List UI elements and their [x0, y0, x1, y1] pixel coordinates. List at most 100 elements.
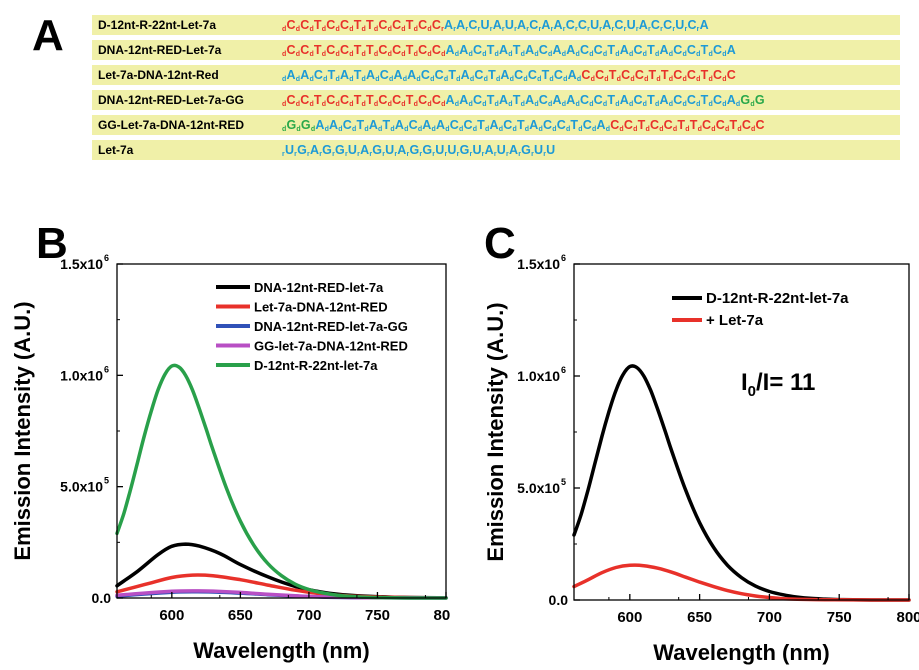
nucleotide-subscript: d	[645, 125, 650, 133]
y-tick-exponent: 6	[561, 365, 566, 375]
nucleotide: T	[637, 117, 646, 132]
nucleotide: C	[342, 117, 352, 132]
sequence-row: DNA-12nt-RED-Let-7a dCdCdTdCdCdTdTdCdCdTd…	[92, 40, 900, 60]
legend-label: + Let-7a	[706, 312, 764, 329]
nucleotide-subscript: d	[520, 100, 526, 108]
nucleotide-subscript: d	[668, 75, 674, 83]
nucleotide-subscript: d	[296, 125, 301, 133]
nucleotide: A	[517, 17, 527, 32]
nucleotide-subscript: d	[722, 75, 727, 83]
legend: DNA-12nt-RED-let-7a Let-7a-DNA-12nt-RED DN…	[216, 280, 408, 373]
nucleotide-subscript: d	[373, 50, 379, 58]
nucleotide: G	[322, 142, 333, 157]
nucleotide: T	[405, 17, 414, 32]
x-tick-label: 600	[159, 607, 184, 624]
nucleotide-subscript: r	[660, 25, 664, 33]
nucleotide: T	[366, 17, 374, 32]
nucleotide-subscript: r	[562, 25, 566, 33]
nucleotide: C	[418, 42, 428, 57]
nucleotide-subscript: d	[512, 125, 517, 133]
legend: D-12nt-R-22nt-let-7a + Let-7a	[672, 290, 849, 329]
nucleotide: T	[488, 67, 496, 82]
nucleotide-subscript: d	[561, 50, 567, 58]
nucleotide-subscript: d	[323, 75, 328, 83]
nucleotide-subscript: d	[401, 50, 406, 58]
sequence-table: D-12nt-R-22nt-Let-7a dCdCdTdCdCdTdTdCdCdT…	[92, 10, 900, 165]
y-tick-label: 0.0	[92, 590, 112, 606]
nucleotide-subscript: r	[432, 150, 436, 158]
nucleotide-subscript: d	[335, 100, 340, 108]
nucleotide-subscript: d	[633, 125, 638, 133]
nucleotide: C	[418, 17, 428, 32]
nucleotide: C	[565, 17, 575, 32]
sequence-prefix: r	[282, 150, 285, 158]
nucleotide: C	[673, 42, 683, 57]
nucleotide: C	[286, 92, 296, 107]
nucleotide-subscript: d	[441, 50, 446, 58]
nucleotide: C	[673, 67, 683, 82]
nucleotide-subscript: d	[668, 50, 674, 58]
nucleotide-subscript: d	[642, 100, 648, 108]
y-tick-label: 1.5x10	[517, 256, 560, 272]
nucleotide-subscript: d	[548, 50, 553, 58]
nucleotide-subscript: d	[335, 50, 340, 58]
nucleotide: T	[700, 67, 709, 82]
nucleotide: C	[633, 42, 643, 57]
nucleotide: C	[577, 17, 588, 32]
nucleotide-subscript: r	[501, 25, 505, 33]
nucleotide-subscript: r	[456, 150, 460, 158]
nucleotide-subscript: d	[483, 75, 489, 83]
nucleotide: A	[659, 42, 669, 57]
nucleotide-subscript: r	[587, 25, 591, 33]
nucleotide-subscript: d	[589, 100, 594, 108]
nucleotide: A	[407, 67, 417, 82]
nucleotide: C	[741, 117, 752, 132]
nucleotide: G	[740, 92, 751, 107]
nucleotide-subscript: d	[591, 125, 597, 133]
nucleotide-subscript: d	[349, 50, 354, 58]
nucleotide: T	[313, 42, 322, 57]
nucleotide: C	[326, 92, 336, 107]
nucleotide-subscript: d	[443, 75, 449, 83]
nucleotide: G	[754, 92, 765, 107]
nucleotide-subscript: r	[357, 150, 361, 158]
nucleotide-subscript: d	[338, 125, 343, 133]
nucleotide: A	[300, 67, 310, 82]
nucleotide-subscript: r	[672, 25, 676, 33]
nucleotide: T	[512, 92, 521, 107]
nucleotide: T	[486, 42, 495, 57]
nucleotide-subscript: d	[685, 125, 690, 133]
nucleotide-subscript: d	[576, 75, 582, 83]
nucleotide: C	[474, 67, 484, 82]
x-axis-label: Wavelength (nm)	[193, 638, 369, 663]
nucleotide-subscript: d	[468, 50, 473, 58]
nucleotide: G	[409, 142, 420, 157]
legend-label: Let-7a-DNA-12nt-RED	[254, 300, 388, 315]
sequence-value: dCdCdTdCdCdTdTdCdCdTdCdCdAdAdCdTdAdTdAdC…	[276, 90, 900, 110]
nucleotide-subscript: r	[332, 150, 336, 158]
nucleotide-subscript: d	[668, 100, 674, 108]
nucleotide: C	[529, 17, 539, 32]
nucleotide-subscript: d	[387, 25, 393, 33]
nucleotide: T	[353, 67, 362, 82]
nucleotide-subscript: d	[375, 75, 380, 83]
nucleotide-subscript: d	[604, 75, 609, 83]
nucleotide-subscript: r	[543, 150, 547, 158]
nucleotide-subscript: d	[482, 100, 487, 108]
nucleotide: U	[546, 142, 556, 157]
nucleotide: A	[459, 92, 469, 107]
y-tick-exponent: 6	[561, 253, 566, 263]
legend-label: D-12nt-R-22nt-let-7a	[706, 290, 849, 307]
nucleotide-subscript: d	[722, 50, 727, 58]
nucleotide: T	[647, 42, 655, 57]
nucleotide: C	[378, 92, 388, 107]
nucleotide-subscript: d	[655, 100, 660, 108]
nucleotide-subscript: d	[565, 125, 571, 133]
nucleotide: A	[459, 42, 469, 57]
nucleotide-subscript: d	[672, 125, 678, 133]
nucleotide-subscript: d	[427, 25, 432, 33]
nucleotide-subscript: d	[508, 100, 513, 108]
nucleotide: T	[382, 117, 391, 132]
nucleotide: C	[286, 42, 296, 57]
